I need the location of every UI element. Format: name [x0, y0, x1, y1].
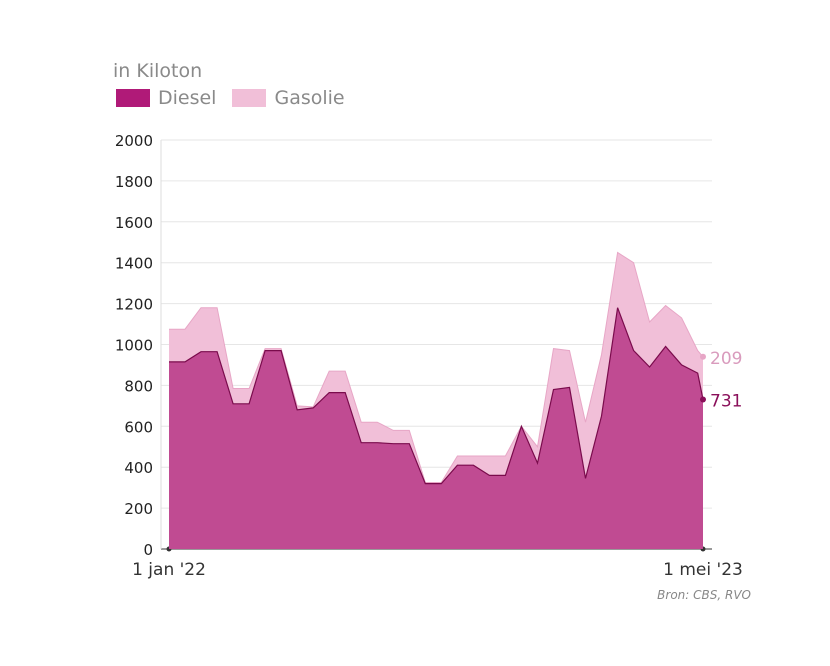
y-tick-label: 1000 [115, 337, 153, 355]
area-diesel [169, 307, 703, 549]
legend-swatch-diesel [116, 89, 150, 107]
line-diesel [169, 307, 704, 485]
y-tick-label: 600 [124, 418, 153, 436]
y-tick-label: 200 [124, 500, 153, 518]
x-tick-label: 1 jan '22 [132, 560, 206, 580]
end-label-diesel: 731 [710, 392, 742, 412]
y-tick-label: 2000 [115, 132, 153, 150]
y-tick-label: 800 [124, 377, 153, 395]
end-marker-gasolie [700, 353, 706, 360]
x-tick-label: 1 mei '23 [663, 560, 743, 580]
y-tick-label: 1800 [115, 173, 153, 191]
source-note: Bron: CBS, RVO [657, 588, 751, 602]
y-tick-label: 1400 [115, 255, 153, 273]
unit-label: in Kiloton [113, 60, 203, 82]
legend: Diesel Gasolie [116, 87, 361, 109]
end-label-gasolie: 209 [710, 349, 742, 369]
end-marker-diesel [700, 396, 706, 403]
y-tick-label: 0 [143, 541, 153, 559]
y-tick-label: 1200 [115, 296, 153, 314]
legend-swatch-gasolie [232, 89, 267, 107]
legend-label-gasolie: Gasolie [274, 87, 345, 109]
legend-item-gasolie: Gasolie [232, 87, 345, 109]
y-tick-label: 1600 [115, 214, 153, 232]
y-tick-label: 400 [124, 459, 153, 477]
legend-item-diesel: Diesel [116, 87, 216, 109]
legend-label-diesel: Diesel [158, 87, 217, 109]
line-gasolie [169, 251, 704, 483]
